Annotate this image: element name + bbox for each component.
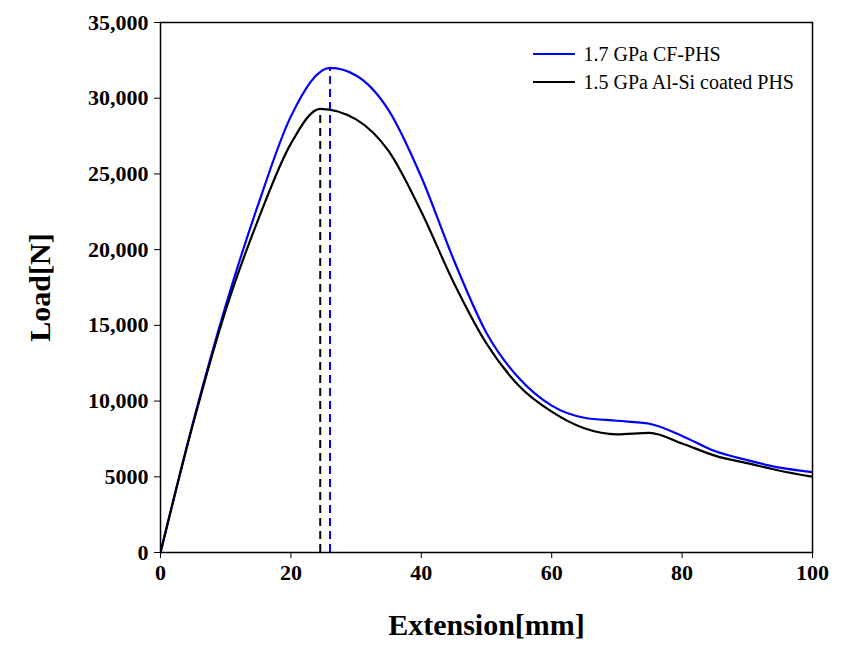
svg-text:Extension[mm]: Extension[mm] [388,608,585,641]
svg-text:20,000: 20,000 [88,237,149,262]
svg-text:30,000: 30,000 [88,85,149,110]
svg-text:Load[N]: Load[N] [23,233,56,341]
svg-text:15,000: 15,000 [88,312,149,337]
html-text:1.7 GPa CF-PHS: 1.7 GPa CF-PHS [583,43,721,65]
svg-text:60: 60 [541,560,563,585]
svg-text:10,000: 10,000 [88,388,149,413]
html-text:1.5 GPa Al-Si coated PHS: 1.5 GPa Al-Si coated PHS [583,71,794,93]
svg-text:5000: 5000 [105,464,149,489]
svg-text:100: 100 [796,560,829,585]
svg-text:80: 80 [671,560,693,585]
svg-text:25,000: 25,000 [88,161,149,186]
svg-text:0: 0 [155,560,166,585]
svg-text:35,000: 35,000 [88,10,149,35]
svg-text:40: 40 [410,560,432,585]
svg-text:0: 0 [138,540,149,565]
svg-text:20: 20 [280,560,302,585]
